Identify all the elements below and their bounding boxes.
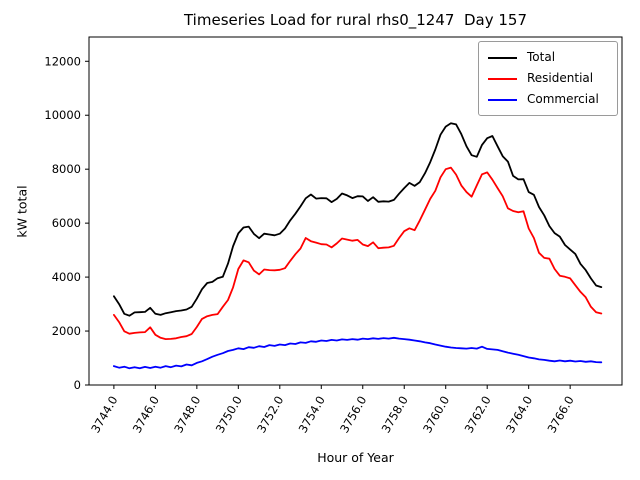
x-tick-label: 3752.0 bbox=[254, 394, 286, 436]
y-tick-label: 2000 bbox=[52, 324, 81, 338]
legend-label: Commercial bbox=[527, 92, 599, 106]
x-tick-label: 3746.0 bbox=[130, 394, 162, 436]
legend-label: Residential bbox=[527, 71, 594, 85]
x-tick-label: 3764.0 bbox=[503, 394, 535, 436]
legend-line-swatch bbox=[488, 56, 517, 59]
chart-title: Timeseries Load for rural rhs0_1247 Day … bbox=[183, 11, 527, 29]
series-line-residential bbox=[113, 166, 603, 341]
y-tick-label: 10000 bbox=[44, 108, 81, 122]
legend-item-total: Total bbox=[488, 47, 608, 68]
x-tick-label: 3758.0 bbox=[379, 394, 411, 436]
legend-line-swatch bbox=[488, 77, 517, 80]
x-axis-label: Hour of Year bbox=[317, 450, 394, 465]
legend-item-commercial: Commercial bbox=[488, 89, 608, 110]
legend: Total Residential Commercial bbox=[478, 41, 618, 116]
series-line-commercial bbox=[113, 336, 603, 370]
legend-item-residential: Residential bbox=[488, 68, 608, 89]
series-line-total bbox=[113, 122, 603, 317]
y-tick-label: 0 bbox=[74, 378, 81, 392]
y-tick-label: 8000 bbox=[52, 162, 81, 176]
legend-line-swatch bbox=[488, 98, 517, 101]
y-tick-label: 12000 bbox=[44, 54, 81, 68]
y-tick-label: 4000 bbox=[52, 270, 81, 284]
x-tick-label: 3750.0 bbox=[213, 394, 245, 436]
x-tick-label: 3766.0 bbox=[545, 394, 577, 436]
x-tick-label: 3744.0 bbox=[88, 394, 120, 436]
x-tick-label: 3760.0 bbox=[420, 394, 452, 436]
x-tick-label: 3748.0 bbox=[171, 394, 203, 436]
y-tick-label: 6000 bbox=[52, 216, 81, 230]
x-tick-label: 3756.0 bbox=[337, 394, 369, 436]
legend-label: Total bbox=[527, 50, 556, 64]
x-tick-label: 3762.0 bbox=[462, 394, 494, 436]
plot-frame bbox=[88, 36, 623, 386]
x-tick-label: 3754.0 bbox=[296, 394, 328, 436]
